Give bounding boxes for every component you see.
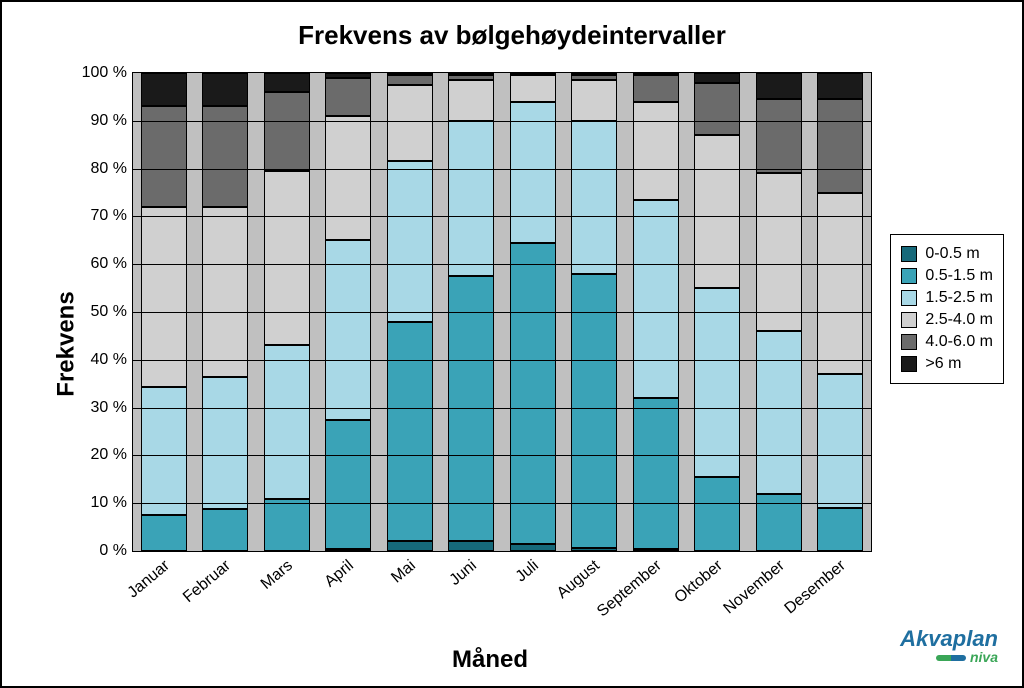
bar-segment <box>571 80 617 121</box>
bar-segment <box>633 200 679 398</box>
bar-segment <box>264 92 310 171</box>
legend-item: 1.5-2.5 m <box>901 289 993 307</box>
bar-segment <box>571 121 617 274</box>
bar-segment <box>325 116 371 240</box>
wave-icon <box>936 655 966 661</box>
bar-segment <box>202 377 248 510</box>
legend-label: 0.5-1.5 m <box>925 267 993 285</box>
legend-item: 0-0.5 m <box>901 245 993 263</box>
grid-line <box>133 264 871 265</box>
bar-segment <box>448 80 494 121</box>
y-tick-label: 30 % <box>91 399 127 417</box>
legend-swatch <box>901 312 917 328</box>
plot-area: JanuarFebruarMarsAprilMaiJuniJuliAugustS… <box>132 72 872 552</box>
y-tick-label: 10 % <box>91 494 127 512</box>
bar-segment <box>694 288 740 477</box>
legend: 0-0.5 m 0.5-1.5 m 1.5-2.5 m 2.5-4.0 m 4.0-6.… <box>890 234 1004 384</box>
y-tick-label: 60 % <box>91 255 127 273</box>
legend-item: 4.0-6.0 m <box>901 333 993 351</box>
y-tick-label: 20 % <box>91 446 127 464</box>
bar-segment <box>448 121 494 276</box>
bar-segment <box>264 73 310 92</box>
grid-line <box>133 408 871 409</box>
bar-segment <box>264 171 310 345</box>
legend-item: 2.5-4.0 m <box>901 311 993 329</box>
bar-segment <box>325 240 371 419</box>
grid-line <box>133 169 871 170</box>
bar-segment <box>141 387 187 515</box>
bar-segment <box>756 331 802 494</box>
bar-segment <box>756 99 802 173</box>
legend-swatch <box>901 268 917 284</box>
bar-segment <box>633 102 679 200</box>
legend-swatch <box>901 290 917 306</box>
y-tick-label: 40 % <box>91 351 127 369</box>
bar-segment <box>694 83 740 136</box>
legend-label: 2.5-4.0 m <box>925 311 993 329</box>
grid-line <box>133 455 871 456</box>
bar-segment <box>202 207 248 377</box>
legend-swatch <box>901 356 917 372</box>
bar-segment <box>633 75 679 101</box>
logo-main-text: Akvaplan <box>900 628 998 650</box>
chart-title: Frekvens av bølgehøydeintervaller <box>2 20 1022 51</box>
logo-sub-row: niva <box>900 650 998 666</box>
bar-segment <box>202 73 248 106</box>
legend-label: >6 m <box>925 355 961 373</box>
y-axis-label: Frekvens <box>53 291 81 396</box>
legend-item: 0.5-1.5 m <box>901 267 993 285</box>
bar-segment <box>264 345 310 499</box>
bar-segment <box>387 75 433 85</box>
bar-segment <box>817 374 863 508</box>
bar-segment <box>510 243 556 544</box>
bar-segment <box>817 193 863 375</box>
bar-segment <box>817 73 863 99</box>
y-tick-label: 50 % <box>91 303 127 321</box>
legend-label: 1.5-2.5 m <box>925 289 993 307</box>
legend-label: 4.0-6.0 m <box>925 333 993 351</box>
logo: Akvaplan niva <box>900 628 998 666</box>
bar-segment <box>325 78 371 116</box>
bar-segment <box>510 102 556 243</box>
bar-segment <box>510 75 556 101</box>
bar-segment <box>387 85 433 161</box>
legend-swatch <box>901 334 917 350</box>
bar-segment <box>325 420 371 549</box>
logo-sub-text: niva <box>970 649 998 665</box>
bar-segment <box>387 322 433 542</box>
grid-line <box>133 360 871 361</box>
bar-segment <box>571 274 617 548</box>
grid-line <box>133 121 871 122</box>
bar-segment <box>448 276 494 541</box>
y-tick-label: 70 % <box>91 207 127 225</box>
bar-segment <box>633 398 679 549</box>
chart-frame: Frekvens av bølgehøydeintervaller Frekve… <box>0 0 1024 688</box>
y-tick-label: 90 % <box>91 112 127 130</box>
bar-segment <box>756 173 802 331</box>
y-tick-label: 100 % <box>82 64 127 82</box>
y-tick-label: 0 % <box>99 542 127 560</box>
y-tick-label: 80 % <box>91 160 127 178</box>
legend-label: 0-0.5 m <box>925 245 979 263</box>
bar-segment <box>141 73 187 106</box>
grid-line <box>133 312 871 313</box>
grid-line <box>133 503 871 504</box>
grid-line <box>133 216 871 217</box>
bar-segment <box>694 73 740 83</box>
bar-segment <box>817 99 863 192</box>
bar-segment <box>387 161 433 321</box>
legend-swatch <box>901 246 917 262</box>
bar-segment <box>756 73 802 99</box>
legend-item: >6 m <box>901 355 993 373</box>
x-axis-label: Måned <box>452 646 528 674</box>
